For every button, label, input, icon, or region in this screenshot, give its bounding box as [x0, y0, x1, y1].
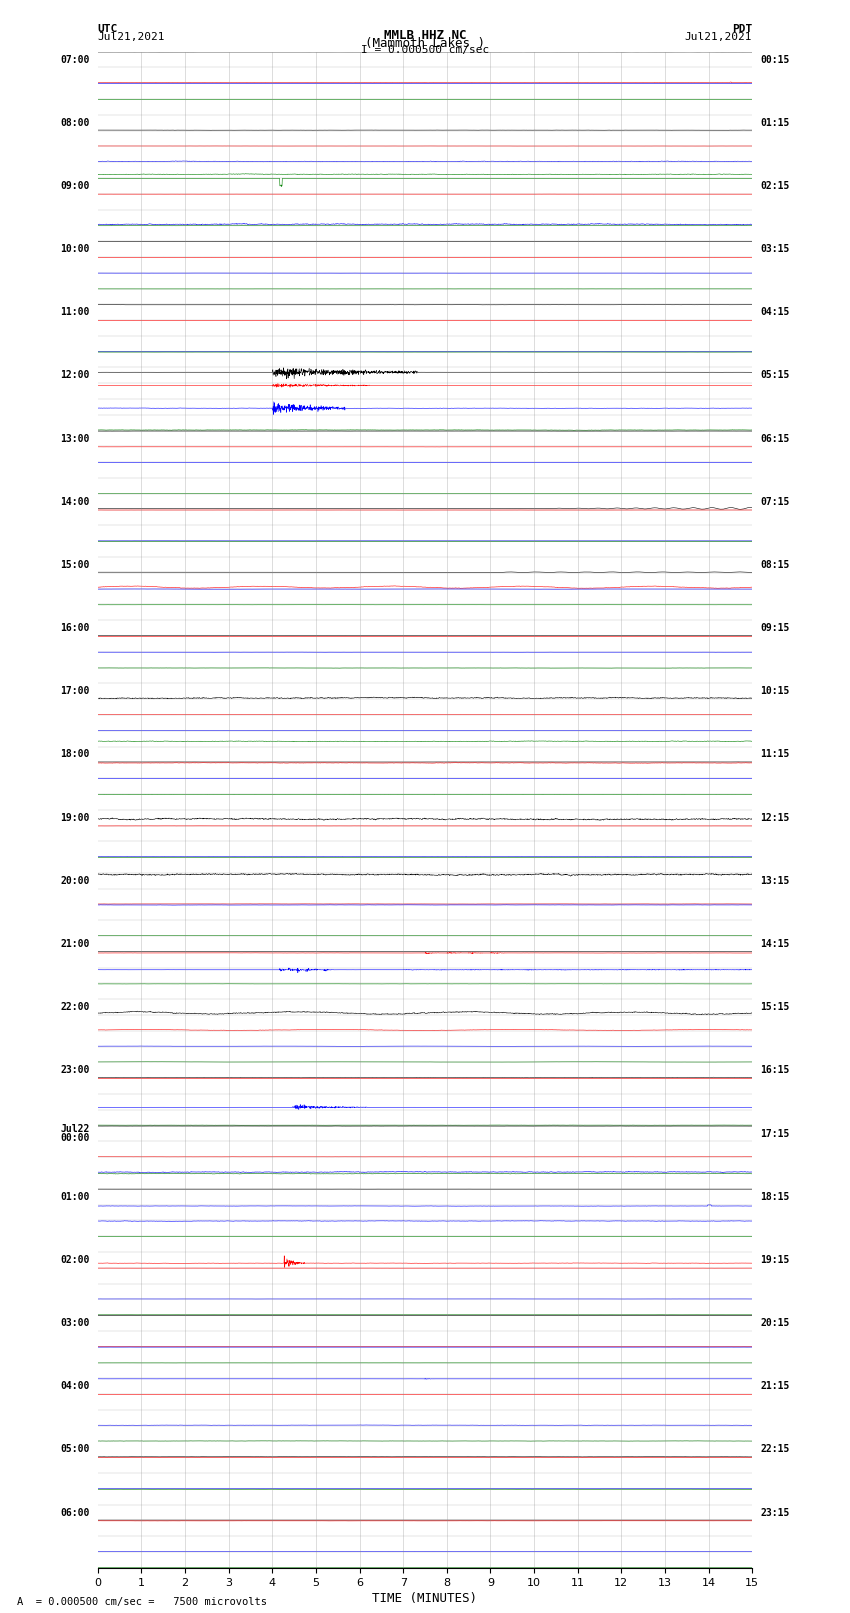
Text: Jul22: Jul22 [60, 1124, 90, 1134]
Text: 22:15: 22:15 [760, 1444, 790, 1455]
Text: 18:00: 18:00 [60, 750, 90, 760]
Text: 12:15: 12:15 [760, 813, 790, 823]
Text: 04:00: 04:00 [60, 1381, 90, 1390]
Text: 07:00: 07:00 [60, 55, 90, 65]
Text: 14:00: 14:00 [60, 497, 90, 506]
Text: PDT: PDT [732, 24, 752, 34]
Text: 01:15: 01:15 [760, 118, 790, 127]
Text: 19:15: 19:15 [760, 1255, 790, 1265]
Text: 11:15: 11:15 [760, 750, 790, 760]
Text: 20:15: 20:15 [760, 1318, 790, 1327]
Text: 20:00: 20:00 [60, 876, 90, 886]
Text: 12:00: 12:00 [60, 371, 90, 381]
Text: 05:00: 05:00 [60, 1444, 90, 1455]
Text: 23:00: 23:00 [60, 1065, 90, 1076]
Text: 15:00: 15:00 [60, 560, 90, 569]
Text: Jul21,2021: Jul21,2021 [685, 32, 752, 42]
Text: 08:15: 08:15 [760, 560, 790, 569]
Text: 17:00: 17:00 [60, 686, 90, 697]
Text: 23:15: 23:15 [760, 1508, 790, 1518]
Text: Jul21,2021: Jul21,2021 [98, 32, 165, 42]
Text: 22:00: 22:00 [60, 1002, 90, 1011]
Text: 05:15: 05:15 [760, 371, 790, 381]
Text: 01:00: 01:00 [60, 1192, 90, 1202]
Text: 13:15: 13:15 [760, 876, 790, 886]
Text: UTC: UTC [98, 24, 118, 34]
Text: 07:15: 07:15 [760, 497, 790, 506]
Text: 03:15: 03:15 [760, 244, 790, 253]
Text: 14:15: 14:15 [760, 939, 790, 948]
Text: 02:15: 02:15 [760, 181, 790, 190]
Text: 00:15: 00:15 [760, 55, 790, 65]
Text: 02:00: 02:00 [60, 1255, 90, 1265]
Text: 09:15: 09:15 [760, 623, 790, 632]
Text: 11:00: 11:00 [60, 306, 90, 318]
Text: 06:15: 06:15 [760, 434, 790, 444]
Text: 00:00: 00:00 [60, 1134, 90, 1144]
Text: 06:00: 06:00 [60, 1508, 90, 1518]
Text: 13:00: 13:00 [60, 434, 90, 444]
Text: 08:00: 08:00 [60, 118, 90, 127]
X-axis label: TIME (MINUTES): TIME (MINUTES) [372, 1592, 478, 1605]
Text: 21:15: 21:15 [760, 1381, 790, 1390]
Text: 19:00: 19:00 [60, 813, 90, 823]
Text: 16:00: 16:00 [60, 623, 90, 632]
Text: 15:15: 15:15 [760, 1002, 790, 1011]
Text: 10:00: 10:00 [60, 244, 90, 253]
Text: A  = 0.000500 cm/sec =   7500 microvolts: A = 0.000500 cm/sec = 7500 microvolts [17, 1597, 267, 1607]
Text: 09:00: 09:00 [60, 181, 90, 190]
Text: 04:15: 04:15 [760, 306, 790, 318]
Text: 10:15: 10:15 [760, 686, 790, 697]
Text: 03:00: 03:00 [60, 1318, 90, 1327]
Text: 17:15: 17:15 [760, 1129, 790, 1139]
Text: 21:00: 21:00 [60, 939, 90, 948]
Text: MMLB HHZ NC: MMLB HHZ NC [383, 29, 467, 42]
Text: 18:15: 18:15 [760, 1192, 790, 1202]
Text: 16:15: 16:15 [760, 1065, 790, 1076]
Text: I = 0.000500 cm/sec: I = 0.000500 cm/sec [361, 45, 489, 55]
Text: (Mammoth Lakes ): (Mammoth Lakes ) [365, 37, 485, 50]
